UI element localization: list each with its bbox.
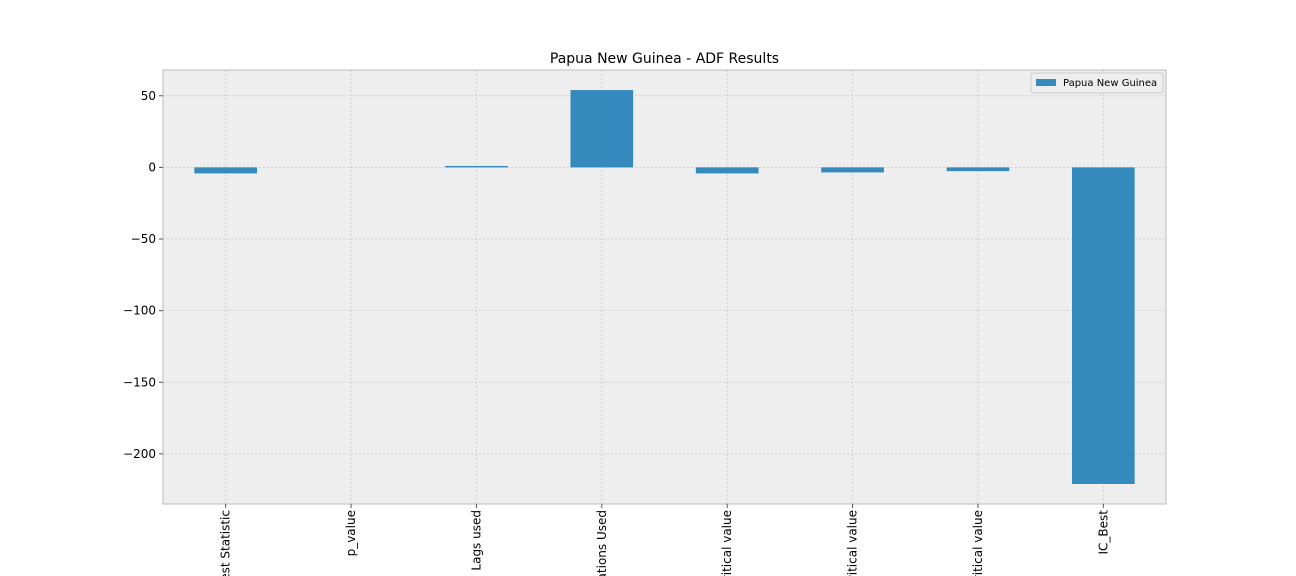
y-tick-label: 0	[148, 160, 156, 174]
x-tick-label: IC_Best	[1096, 510, 1110, 555]
x-tick-label: ritical value	[846, 510, 860, 576]
x-tick-label: est Statistic	[219, 510, 233, 576]
chart-title: Papua New Guinea - ADF Results	[550, 51, 779, 67]
x-tick-label: ritical value	[720, 510, 734, 576]
plot-frame	[162, 69, 1167, 505]
bar[interactable]	[194, 167, 258, 174]
x-tick-label: p_value	[344, 510, 358, 556]
legend-swatch	[1036, 79, 1056, 86]
y-tick-label: −150	[123, 375, 156, 389]
bar[interactable]	[821, 167, 884, 173]
x-axis-ticks: est Statistic p_value Lags used ations Used…	[219, 504, 1110, 576]
y-tick-label: −50	[131, 232, 156, 246]
legend[interactable]: Papua New Guinea	[1030, 72, 1164, 94]
bar[interactable]	[695, 167, 759, 174]
y-tick-label: −100	[123, 304, 156, 318]
bars	[194, 90, 1135, 484]
x-tick-label: Lags used	[469, 510, 483, 571]
y-axis-ticks: 50 0 −50 −100 −150 −200	[123, 89, 163, 461]
bar[interactable]	[1071, 167, 1135, 484]
bar[interactable]	[946, 167, 1010, 172]
grid-lines	[163, 70, 1166, 504]
legend-box	[1030, 72, 1164, 94]
plot-area	[163, 70, 1166, 504]
y-tick-label: 50	[141, 89, 156, 103]
legend-label: Papua New Guinea	[1063, 78, 1157, 89]
bar[interactable]	[570, 90, 634, 168]
x-tick-label: ations Used	[595, 510, 609, 576]
x-tick-label: ritical value	[971, 510, 985, 576]
bar[interactable]	[445, 165, 508, 168]
y-tick-label: −200	[123, 447, 156, 461]
